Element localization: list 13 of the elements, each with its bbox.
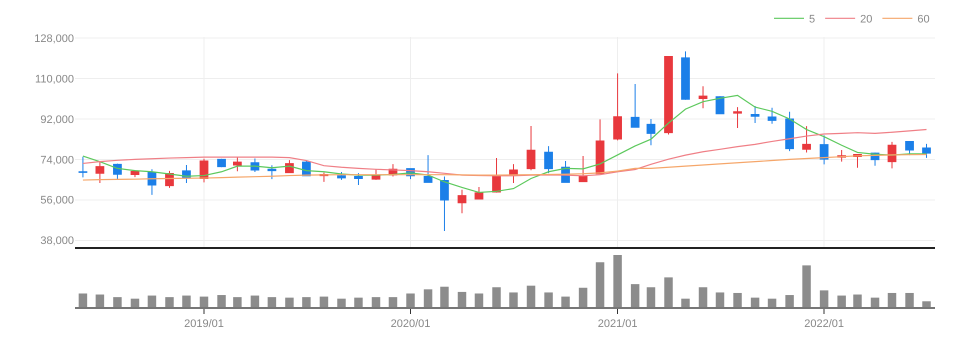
y-tick-label: 74,000 <box>40 154 74 166</box>
y-tick-label: 110,000 <box>35 73 74 86</box>
y-tick-label: 38,000 <box>40 235 74 248</box>
y-tick-label: 128,000 <box>34 32 74 45</box>
legend-label: 20 <box>860 14 872 26</box>
x-tick-label: 2019/01 <box>184 318 224 330</box>
y-tick-label: 92,000 <box>40 114 74 126</box>
legend-label: 60 <box>917 14 930 26</box>
legend-label: 5 <box>809 14 816 26</box>
x-tick-label: 2021/01 <box>598 318 638 330</box>
x-tick-label: 2022/01 <box>804 318 844 330</box>
y-tick-label: 56,000 <box>40 194 74 207</box>
x-tick-label: 2020/01 <box>390 318 430 330</box>
